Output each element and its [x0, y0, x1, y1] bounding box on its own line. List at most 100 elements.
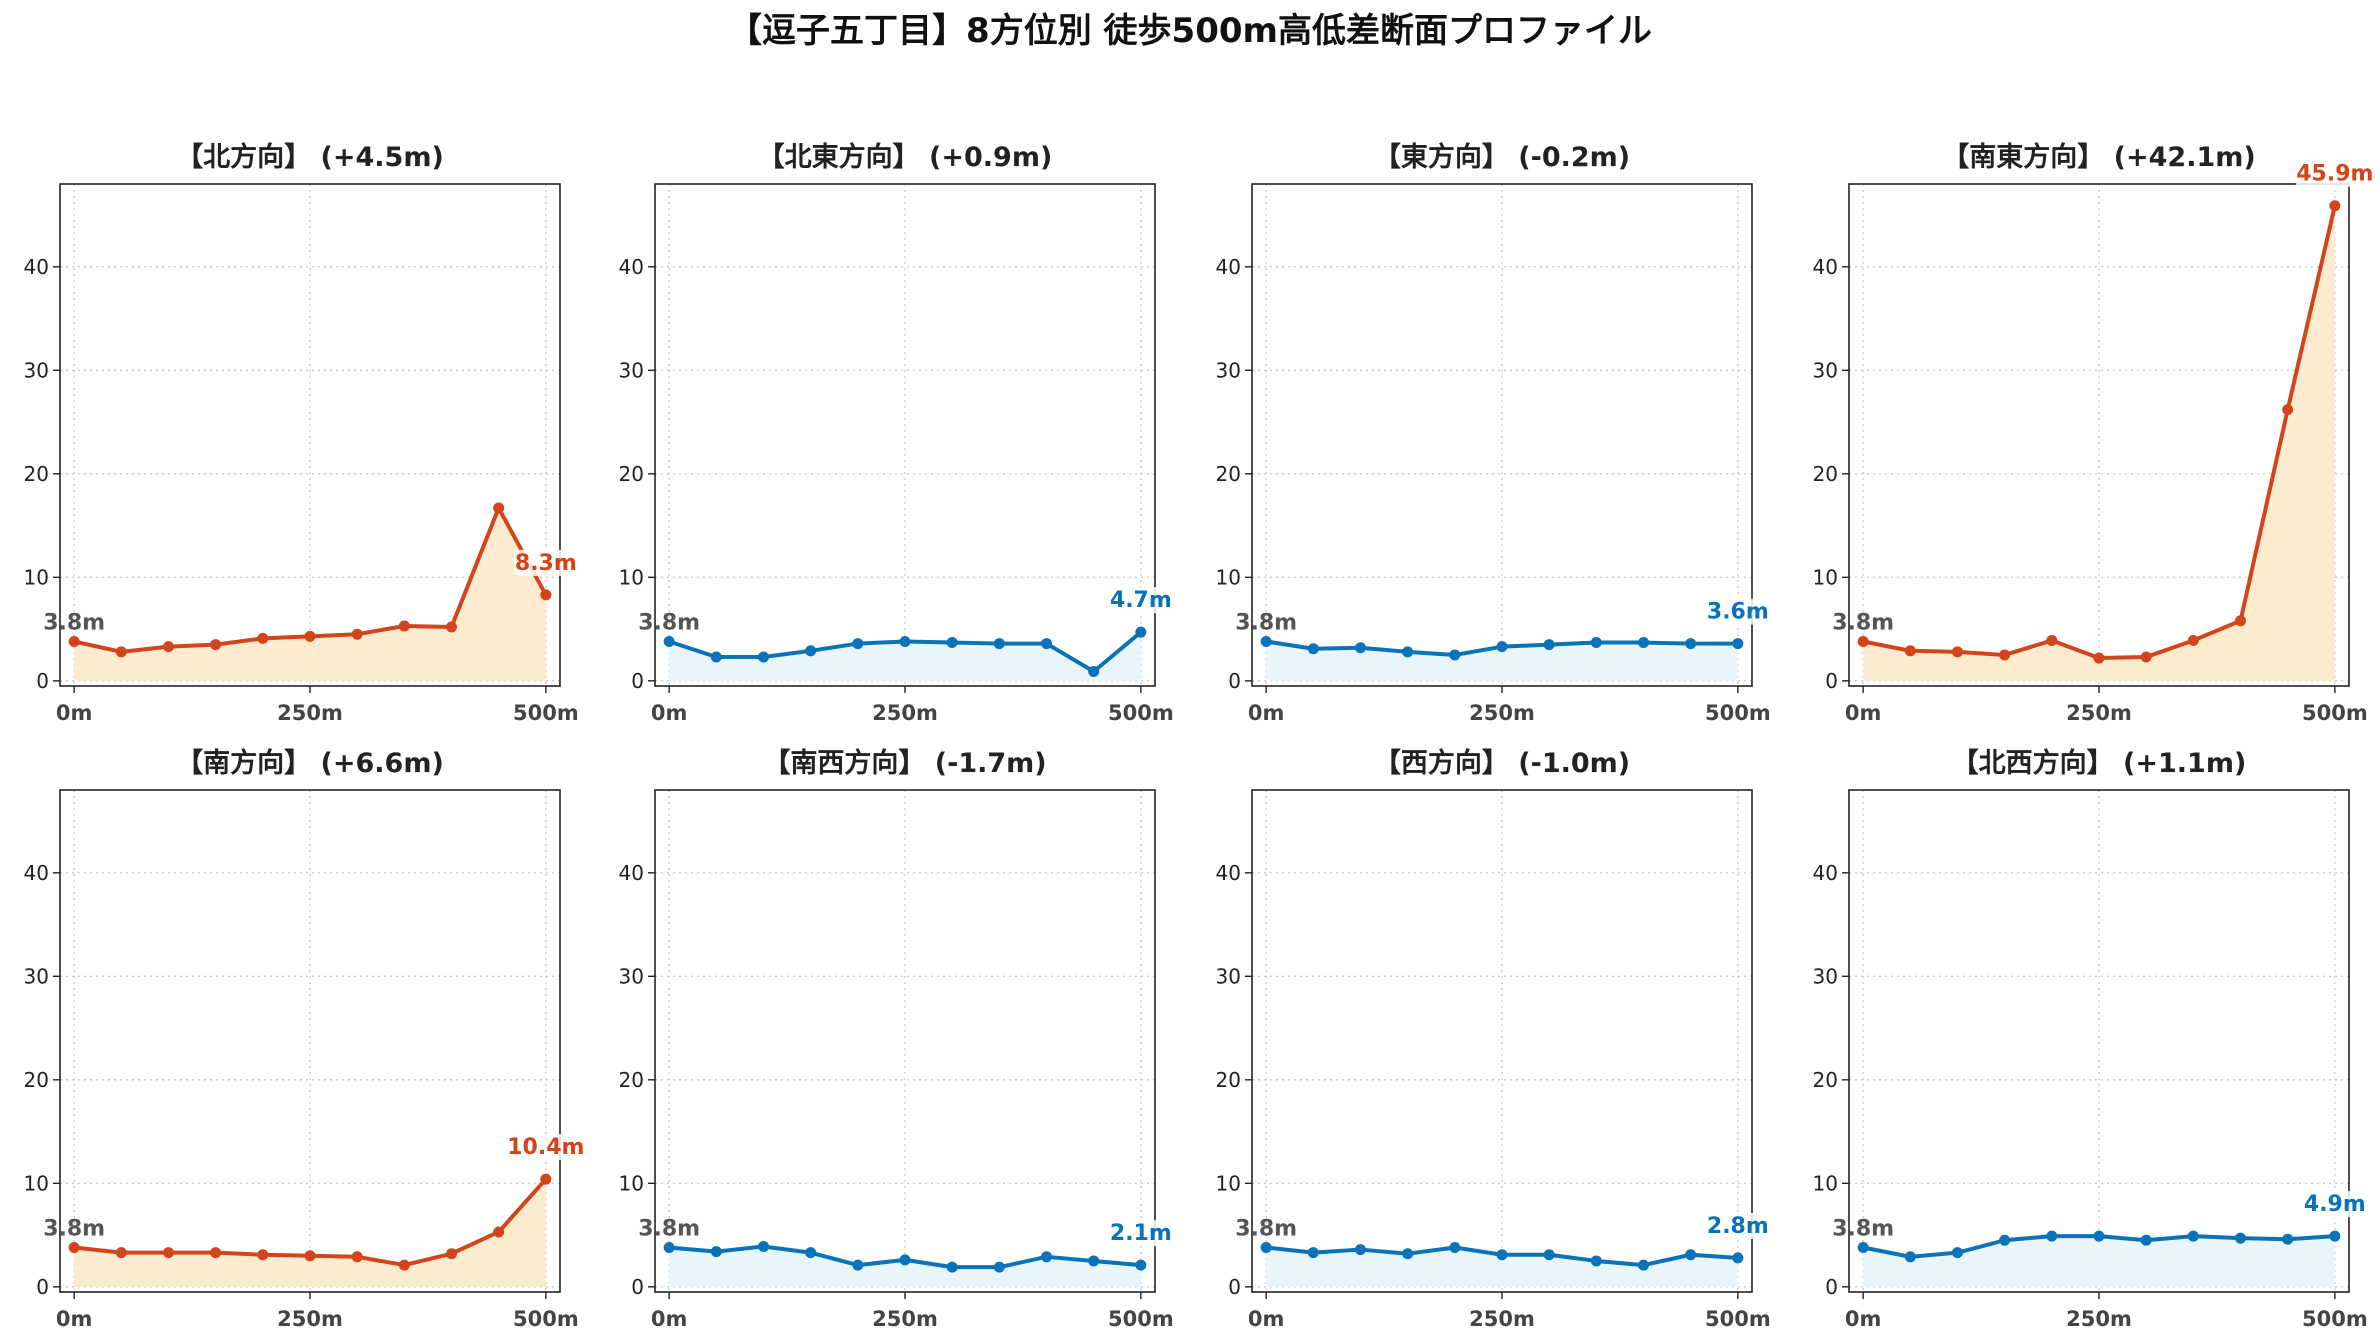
- x-tick-label: 250m: [872, 1307, 938, 1331]
- profile-point: [1496, 641, 1508, 653]
- x-tick-label: 0m: [56, 701, 93, 725]
- chart-panel-4: 【南方向】 (+6.6m) 0 10 20 30 40 0m 250m 500m 3.8m 10.4…: [24, 747, 585, 1331]
- y-tick-label: 20: [24, 462, 49, 486]
- profile-point: [852, 638, 864, 650]
- panel-title: 【西方向】 (-1.0m): [1374, 747, 1630, 779]
- x-tick-label: 500m: [1108, 1307, 1174, 1331]
- start-elevation-label: 3.8m: [638, 1216, 700, 1241]
- profile-point: [1307, 643, 1319, 655]
- profile-point: [2282, 404, 2294, 416]
- profile-point: [1638, 637, 1650, 649]
- panel-title: 【北方向】 (+4.5m): [176, 141, 444, 173]
- start-elevation-label: 3.8m: [43, 610, 105, 635]
- start-elevation-label: 3.8m: [1235, 610, 1297, 635]
- end-elevation-label: 2.1m: [1110, 1221, 1172, 1246]
- chart-panel-3: 【南東方向】 (+42.1m) 0 10 20 30 40 0m 250m 500m 3.8m 45…: [1813, 141, 2374, 725]
- end-elevation-label: 8.3m: [515, 551, 577, 576]
- y-tick-label: 30: [24, 358, 49, 382]
- profile-point: [1543, 639, 1555, 651]
- y-tick-label: 40: [1813, 861, 1838, 885]
- y-tick-label: 40: [1813, 255, 1838, 279]
- chart-panel-1: 【北東方向】 (+0.9m) 0 10 20 30 40 0m 250m 500m 3.8m 4.7…: [619, 141, 1174, 725]
- x-tick-label: 0m: [1845, 701, 1882, 725]
- profile-point: [1685, 638, 1697, 650]
- profile-point: [852, 1259, 864, 1271]
- x-tick-label: 250m: [872, 701, 938, 725]
- y-tick-label: 40: [24, 255, 49, 279]
- profile-point: [1135, 626, 1147, 638]
- profile-point: [493, 502, 505, 514]
- y-tick-label: 30: [1216, 964, 1241, 988]
- plot-frame: [59, 183, 561, 687]
- end-elevation-annotation: 8.3m: [513, 549, 578, 576]
- y-tick-label: 40: [1216, 861, 1241, 885]
- profile-point: [1732, 1252, 1744, 1264]
- plot-frame: [654, 789, 1156, 1293]
- x-tick-label: 250m: [2066, 1307, 2132, 1331]
- y-tick-label: 20: [619, 462, 644, 486]
- y-tick-label: 40: [1216, 255, 1241, 279]
- end-elevation-label: 4.9m: [2304, 1192, 2366, 1217]
- profile-area: [669, 1246, 1141, 1287]
- profile-point: [1260, 635, 1272, 647]
- profile-point: [210, 1247, 222, 1259]
- panel-title: 【北東方向】 (+0.9m): [758, 141, 1053, 173]
- profile-point: [257, 632, 269, 644]
- chart-panel-0: 【北方向】 (+4.5m) 0 10 20 30 40 0m 250m 500m 3.8m 8.3m: [24, 141, 579, 725]
- profile-point: [1904, 1251, 1916, 1263]
- x-tick-label: 0m: [1248, 1307, 1285, 1331]
- profile-point: [210, 639, 222, 651]
- profile-point: [1449, 1241, 1461, 1253]
- profile-point: [2046, 1230, 2058, 1242]
- x-tick-label: 250m: [277, 1307, 343, 1331]
- x-tick-label: 500m: [513, 701, 579, 725]
- profile-point: [1402, 1248, 1414, 1260]
- y-tick-label: 0: [1228, 1275, 1241, 1299]
- profile-point: [1951, 1247, 1963, 1259]
- x-tick-label: 0m: [651, 701, 688, 725]
- profile-point: [1999, 1234, 2011, 1246]
- profile-point: [2093, 1230, 2105, 1242]
- end-label-background: [1108, 1220, 1173, 1247]
- profile-point: [2235, 615, 2247, 627]
- plot-frame: [1848, 789, 2350, 1293]
- profile-point: [540, 589, 552, 601]
- plot-frame: [1848, 183, 2350, 687]
- y-tick-label: 0: [1228, 669, 1241, 693]
- profile-point: [1543, 1249, 1555, 1261]
- profile-point: [1354, 1244, 1366, 1256]
- profile-point: [1088, 1255, 1100, 1267]
- y-tick-label: 20: [1813, 1068, 1838, 1092]
- end-elevation-label: 3.6m: [1707, 600, 1769, 625]
- profile-point: [2093, 652, 2105, 664]
- profile-point: [493, 1226, 505, 1238]
- start-elevation-label: 3.8m: [43, 1216, 105, 1241]
- y-tick-label: 20: [1216, 462, 1241, 486]
- profile-point: [68, 1241, 80, 1253]
- y-tick-label: 30: [24, 964, 49, 988]
- end-elevation-annotation: 10.4m: [507, 1134, 585, 1161]
- x-tick-label: 250m: [1469, 701, 1535, 725]
- y-tick-label: 30: [619, 964, 644, 988]
- profile-area: [74, 1179, 546, 1287]
- profile-area: [1266, 1247, 1738, 1287]
- profile-point: [805, 645, 817, 657]
- profile-point: [540, 1173, 552, 1185]
- plot-frame: [654, 183, 1156, 687]
- y-tick-label: 40: [619, 255, 644, 279]
- end-elevation-annotation: 3.6m: [1705, 598, 1770, 625]
- y-tick-label: 10: [1813, 565, 1838, 589]
- x-tick-label: 500m: [1705, 701, 1771, 725]
- profile-point: [1685, 1249, 1697, 1261]
- profile-point: [1449, 649, 1461, 661]
- profile-point: [1732, 638, 1744, 650]
- profile-point: [2235, 1232, 2247, 1244]
- y-tick-label: 0: [36, 669, 49, 693]
- profile-point: [1904, 645, 1916, 657]
- plot-frame: [59, 789, 561, 1293]
- y-tick-label: 10: [1216, 1171, 1241, 1195]
- profile-point: [1135, 1259, 1147, 1271]
- y-tick-label: 10: [1216, 565, 1241, 589]
- profile-point: [398, 1259, 410, 1271]
